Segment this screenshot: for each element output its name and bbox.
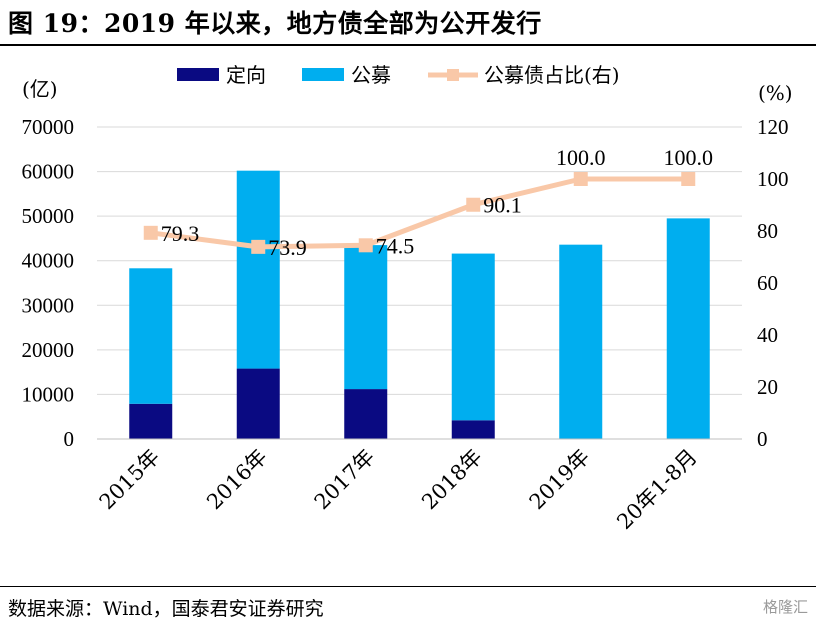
bar-private	[344, 389, 388, 439]
ratio-line-path	[150, 176, 689, 250]
ratio-marker	[573, 172, 588, 186]
left-axis-unit: (亿)	[22, 77, 58, 101]
legend-swatch-private	[177, 68, 219, 81]
legend-label-public: 公募	[351, 63, 391, 87]
legend-swatch-public	[302, 68, 344, 81]
x-tick-label: 2018年	[417, 445, 487, 515]
left-tick-label: 40000	[22, 249, 75, 273]
legend-label-ratio: 公募债占比(右)	[484, 63, 620, 87]
left-tick-label: 0	[64, 427, 75, 451]
ratio-data-label: 100.0	[664, 145, 714, 170]
right-axis-ticks: 0 20 40 60 80 100 120	[757, 115, 789, 451]
bar-public	[666, 218, 710, 439]
x-tick-label: 2017年	[310, 445, 380, 515]
right-tick-label: 120	[757, 115, 789, 139]
ratio-marker	[143, 225, 158, 240]
ratio-marker	[251, 239, 266, 254]
ratio-marker	[681, 172, 696, 186]
legend-swatch-ratio-marker	[447, 69, 459, 81]
title-divider	[0, 44, 816, 46]
right-tick-label: 80	[757, 219, 778, 243]
ratio-marker	[466, 197, 481, 212]
bar-private	[129, 403, 173, 439]
ratio-marker	[358, 238, 373, 253]
right-axis-unit: (%)	[758, 81, 793, 105]
bar-public	[451, 253, 495, 421]
x-tick-label: 20年1-8月	[612, 445, 701, 534]
watermark: 格隆汇	[762, 598, 808, 616]
left-tick-label: 10000	[22, 382, 75, 406]
bars	[129, 170, 710, 439]
x-axis-labels: 2015年 2016年 2017年 2018年 2019年 20年1-8月	[95, 445, 702, 534]
ratio-data-label: 74.5	[376, 233, 415, 258]
left-tick-label: 50000	[22, 204, 75, 228]
left-tick-label: 20000	[22, 338, 75, 362]
ratio-data-label: 79.3	[161, 221, 200, 246]
bar-public	[129, 268, 173, 404]
right-tick-label: 100	[757, 167, 789, 191]
right-tick-label: 40	[757, 323, 778, 347]
bar-public	[344, 245, 388, 390]
source-note: 数据来源：Wind，国泰君安证券研究	[8, 598, 324, 620]
bar-private	[236, 368, 280, 439]
page-title: 图 19：2019 年以来，地方债全部为公开发行	[8, 9, 542, 38]
ratio-data-label: 100.0	[556, 145, 606, 170]
right-tick-label: 20	[757, 375, 778, 399]
right-tick-label: 0	[757, 427, 768, 451]
x-tick-label: 2016年	[202, 445, 272, 515]
x-tick-label: 2015年	[95, 445, 165, 515]
x-tick-label: 2019年	[525, 445, 595, 515]
left-tick-label: 30000	[22, 293, 75, 317]
grid-lines	[97, 126, 742, 395]
data-labels: 79.3 73.9 74.5 90.1 100.0 100.0	[161, 145, 713, 260]
bar-private	[451, 420, 495, 439]
ratio-line	[143, 172, 696, 254]
left-tick-label: 60000	[22, 160, 75, 184]
legend-label-private: 定向	[226, 63, 266, 87]
left-axis-ticks: 0 10000 20000 30000 40000 50000 60000 70000	[22, 115, 75, 451]
ratio-data-label: 73.9	[268, 235, 307, 260]
bar-public	[559, 244, 603, 439]
bar-public	[236, 170, 280, 369]
ratio-data-label: 90.1	[483, 193, 522, 218]
left-tick-label: 70000	[22, 115, 75, 139]
source-divider	[0, 586, 816, 587]
chart: 79.3 73.9 74.5 90.1 100.0 100.0 0 10000 20000 30…	[22, 63, 793, 534]
right-tick-label: 60	[757, 271, 778, 295]
legend: 定向 公募 公募债占比(右)	[177, 63, 620, 87]
